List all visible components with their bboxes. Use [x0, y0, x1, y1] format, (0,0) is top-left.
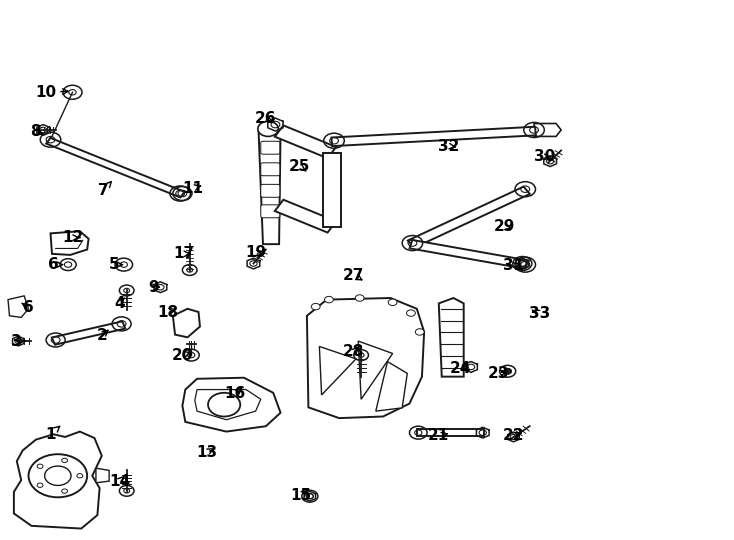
Text: 30: 30 — [534, 150, 555, 164]
Polygon shape — [182, 377, 280, 431]
Polygon shape — [52, 321, 126, 345]
Circle shape — [37, 483, 43, 488]
Circle shape — [355, 295, 364, 301]
Polygon shape — [332, 127, 536, 146]
Circle shape — [208, 393, 240, 416]
Polygon shape — [408, 187, 530, 248]
Circle shape — [37, 464, 43, 468]
FancyBboxPatch shape — [261, 141, 280, 154]
Polygon shape — [173, 309, 200, 338]
Text: 13: 13 — [197, 444, 218, 460]
Text: 2: 2 — [96, 328, 107, 343]
Polygon shape — [376, 362, 407, 411]
Text: 12: 12 — [62, 230, 83, 245]
Text: 5: 5 — [109, 257, 120, 272]
Polygon shape — [96, 468, 109, 483]
Text: 24: 24 — [450, 361, 471, 375]
Text: 4: 4 — [114, 296, 125, 311]
Polygon shape — [417, 429, 484, 436]
Text: 11: 11 — [182, 181, 203, 195]
FancyBboxPatch shape — [261, 163, 280, 176]
Circle shape — [311, 303, 320, 310]
Polygon shape — [14, 431, 102, 529]
Text: 28: 28 — [343, 345, 365, 359]
Text: 25: 25 — [289, 159, 310, 174]
Text: 16: 16 — [225, 387, 246, 401]
Polygon shape — [195, 389, 261, 420]
Text: 14: 14 — [109, 474, 130, 489]
Circle shape — [504, 369, 512, 374]
Polygon shape — [410, 240, 528, 269]
Circle shape — [29, 454, 87, 497]
Circle shape — [388, 299, 397, 306]
Text: 29: 29 — [494, 219, 515, 234]
Polygon shape — [275, 200, 336, 233]
Text: 33: 33 — [528, 306, 550, 321]
Text: 31: 31 — [503, 258, 524, 273]
Polygon shape — [439, 298, 464, 376]
Polygon shape — [51, 231, 89, 255]
Text: 23: 23 — [488, 366, 509, 381]
Circle shape — [258, 122, 278, 137]
Text: 21: 21 — [428, 428, 449, 443]
Text: 22: 22 — [503, 428, 524, 443]
Circle shape — [77, 474, 83, 478]
Text: 27: 27 — [343, 268, 365, 283]
Polygon shape — [358, 341, 393, 399]
Text: 26: 26 — [255, 111, 277, 126]
Text: 32: 32 — [438, 139, 459, 153]
Circle shape — [45, 466, 71, 485]
Circle shape — [415, 329, 424, 335]
Polygon shape — [8, 296, 29, 318]
Text: 9: 9 — [148, 280, 159, 295]
Text: 1: 1 — [46, 427, 56, 442]
Text: 8: 8 — [31, 124, 41, 139]
Circle shape — [324, 296, 333, 303]
Text: 18: 18 — [157, 305, 178, 320]
Polygon shape — [307, 298, 424, 418]
Polygon shape — [258, 125, 280, 244]
Polygon shape — [319, 347, 356, 395]
Text: 19: 19 — [245, 245, 266, 260]
Polygon shape — [323, 153, 341, 227]
Polygon shape — [534, 124, 561, 137]
Text: 20: 20 — [172, 348, 193, 362]
Polygon shape — [275, 125, 336, 158]
Text: 6: 6 — [23, 300, 34, 315]
Text: 6: 6 — [48, 257, 59, 272]
Circle shape — [62, 489, 68, 493]
FancyBboxPatch shape — [261, 184, 280, 197]
Text: 10: 10 — [35, 85, 57, 100]
Text: 15: 15 — [291, 488, 312, 503]
Text: 17: 17 — [173, 246, 195, 261]
Text: 3: 3 — [12, 334, 22, 349]
FancyBboxPatch shape — [261, 205, 280, 218]
Text: 7: 7 — [98, 183, 109, 198]
Circle shape — [62, 458, 68, 463]
Circle shape — [407, 310, 415, 316]
Polygon shape — [46, 138, 184, 198]
